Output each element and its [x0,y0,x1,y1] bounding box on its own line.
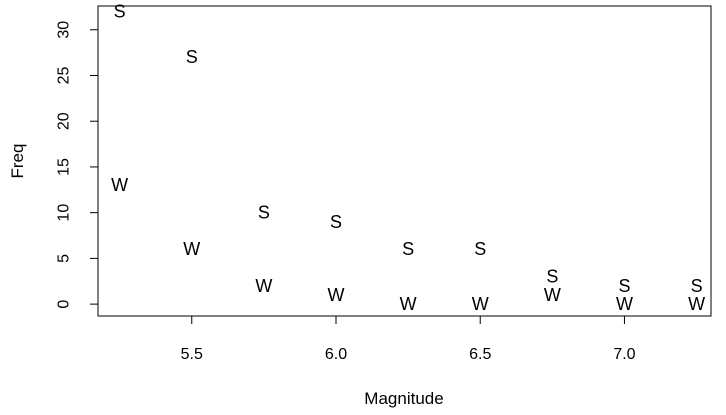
y-tick-label: 15 [56,158,73,176]
x-tick-label: 6.0 [325,346,347,363]
x-tick-label: 5.5 [181,346,203,363]
point-s: S [546,267,558,287]
point-w: W [327,285,344,305]
y-tick-label: 30 [56,21,73,39]
x-tick-label: 7.0 [613,346,635,363]
y-tick-label: 25 [56,66,73,84]
y-axis: 0 5 10 15 20 25 30 [56,21,99,309]
point-w: W [472,294,489,314]
point-w: W [544,285,561,305]
y-tick-label: 20 [56,112,73,130]
point-w: W [111,175,128,195]
point-s: S [402,239,414,259]
point-w: W [616,294,633,314]
point-w: W [400,294,417,314]
point-w: W [183,239,200,259]
y-tick-label: 5 [56,254,73,263]
point-s: S [114,1,126,21]
y-tick-label: 0 [56,300,73,309]
y-axis-title: Freq [8,144,27,179]
point-s: S [691,276,703,296]
point-s: S [474,239,486,259]
x-axis-title: Magnitude [364,389,443,408]
point-s: S [330,212,342,232]
point-s: S [618,276,630,296]
point-s: S [186,47,198,67]
y-tick-label: 10 [56,204,73,222]
point-w: W [688,294,705,314]
x-tick-label: 6.5 [469,346,491,363]
point-w: W [255,276,272,296]
point-s: S [258,203,270,223]
x-axis: 5.5 6.0 6.5 7.0 [181,315,636,363]
